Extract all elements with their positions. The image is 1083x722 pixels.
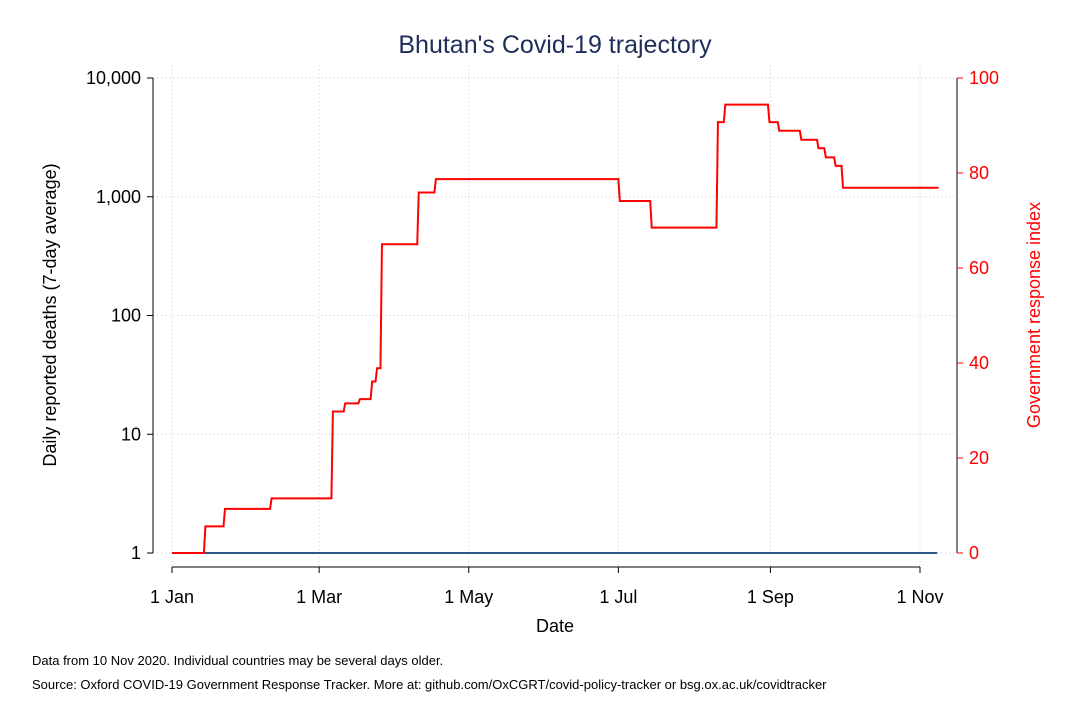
y-left-tick-label: 10,000 [86, 68, 141, 88]
y-left-tick-label: 100 [111, 306, 141, 326]
y-left-tick-label: 1 [131, 543, 141, 563]
gridlines [153, 65, 957, 567]
y-left-tick-label: 10 [121, 424, 141, 444]
x-tick-label: 1 May [444, 587, 493, 607]
x-tick-label: 1 Sep [747, 587, 794, 607]
x-axis-title: Date [536, 616, 574, 636]
series-lines [172, 103, 939, 554]
axes: 1 10 100 1,000 10,000 0 20 40 60 80 100 1 Jan 1 Mar 1… [86, 68, 999, 607]
y-right-tick-label: 0 [969, 543, 979, 563]
x-tick-label: 1 Nov [896, 587, 943, 607]
source-note: Source: Oxford COVID-19 Government Respo… [32, 677, 827, 692]
y-left-tick-label: 1,000 [96, 187, 141, 207]
x-tick-label: 1 Mar [296, 587, 342, 607]
data-date-note: Data from 10 Nov 2020. Individual countr… [32, 653, 444, 668]
y-right-tick-label: 100 [969, 68, 999, 88]
y-right-tick-label: 20 [969, 448, 989, 468]
y-right-tick-label: 80 [969, 163, 989, 183]
chart-title: Bhutan's Covid-19 trajectory [398, 31, 712, 59]
y-right-tick-label: 60 [969, 258, 989, 278]
x-tick-label: 1 Jan [150, 587, 194, 607]
y-axis-left-title: Daily reported deaths (7-day average) [40, 163, 60, 466]
government-response-line [172, 103, 939, 554]
y-right-tick-label: 40 [969, 353, 989, 373]
y-axis-right-title: Government response index [1024, 202, 1044, 428]
x-tick-label: 1 Jul [599, 587, 637, 607]
